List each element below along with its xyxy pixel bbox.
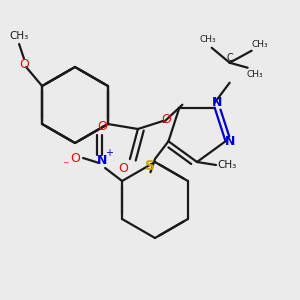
Text: ⁻: ⁻: [62, 160, 68, 172]
Text: O: O: [70, 152, 80, 164]
Text: O: O: [161, 112, 171, 125]
Text: O: O: [19, 58, 29, 70]
Text: +: +: [105, 148, 113, 158]
Text: CH₃: CH₃: [10, 31, 29, 41]
Text: CH₃: CH₃: [251, 40, 268, 49]
Text: O: O: [118, 161, 128, 175]
Text: CH₃: CH₃: [218, 160, 237, 170]
Text: CH₃: CH₃: [246, 70, 263, 79]
Text: O: O: [97, 119, 107, 133]
Text: CH₃: CH₃: [199, 35, 216, 44]
Text: C: C: [226, 53, 233, 63]
Text: S: S: [146, 159, 155, 173]
Text: N: N: [225, 135, 236, 148]
Text: N: N: [212, 96, 222, 109]
Text: N: N: [97, 154, 107, 166]
